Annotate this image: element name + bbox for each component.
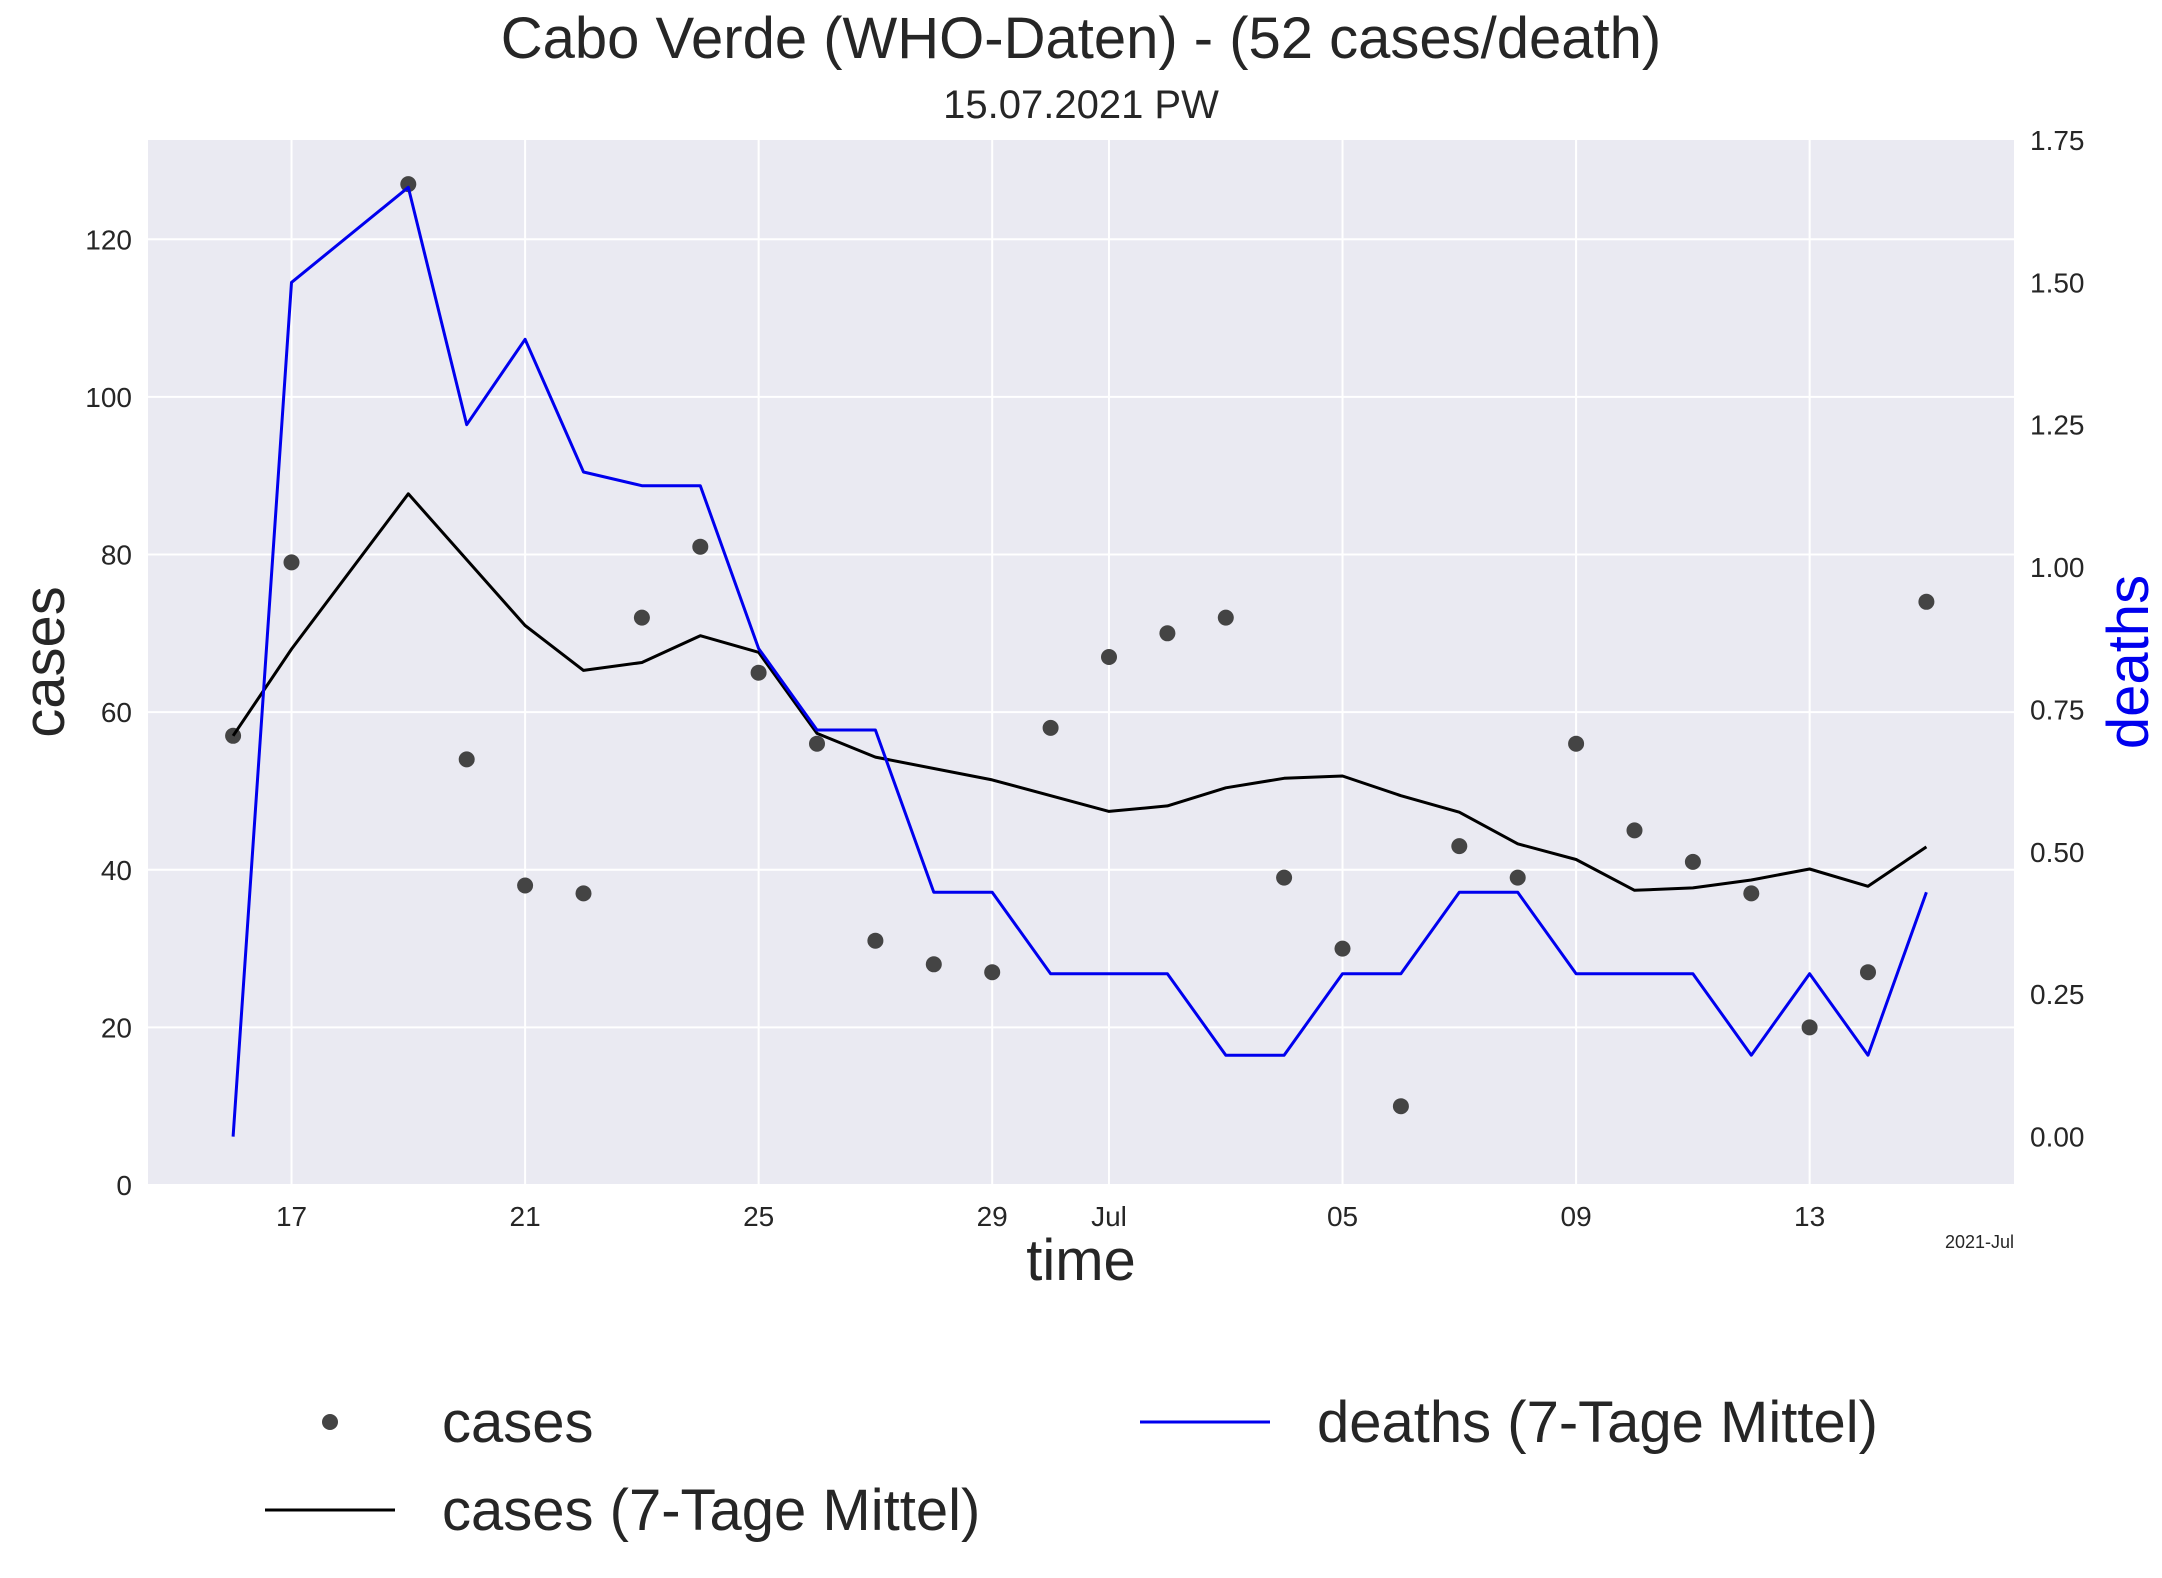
y-axis-label: cases xyxy=(12,586,77,738)
y2-tick-label: 0.00 xyxy=(2030,1122,2085,1153)
x-tick-label: 25 xyxy=(743,1201,774,1232)
grid-lines xyxy=(148,140,2014,1186)
y-tick-label: 80 xyxy=(101,540,132,571)
cases-point xyxy=(984,964,1001,981)
y-tick-label: 120 xyxy=(85,224,132,255)
y2-tick-label: 0.25 xyxy=(2030,979,2085,1010)
y2-tick-label: 1.75 xyxy=(2030,125,2085,156)
legend: cases cases (7-Tage Mittel) deaths (7-Ta… xyxy=(265,1390,1878,1543)
x-tick-labels: 17 21 25 29 Jul 05 09 13 xyxy=(276,1201,1825,1232)
x-tick-label: 05 xyxy=(1327,1201,1358,1232)
x-tick-label: 17 xyxy=(276,1201,307,1232)
cases-point xyxy=(925,956,942,973)
y2-tick-label: 0.50 xyxy=(2030,837,2085,868)
cases-average-line xyxy=(231,492,1928,892)
cases-point xyxy=(809,735,825,752)
y-tick-labels: 0 20 40 60 80 100 120 xyxy=(85,224,132,1201)
legend-marker-cases xyxy=(322,1414,338,1430)
y-tick-label: 0 xyxy=(116,1170,132,1201)
cases-point xyxy=(283,554,300,571)
cases-point xyxy=(1568,735,1585,752)
cases-point xyxy=(1392,1098,1409,1115)
cases-point xyxy=(1860,964,1876,981)
cases-point xyxy=(1801,1019,1818,1036)
cases-point xyxy=(1451,838,1468,855)
x-tick-label: 29 xyxy=(977,1201,1008,1232)
chart-subtitle: 15.07.2021 PW xyxy=(943,83,1219,127)
series-layer xyxy=(225,176,1935,1137)
cases-point xyxy=(1626,822,1643,839)
chart-title: Cabo Verde (WHO-Daten) - (52 cases/death… xyxy=(501,6,1661,71)
cases-point xyxy=(1276,869,1293,886)
x-axis-label: time xyxy=(1026,1228,1136,1293)
cases-point xyxy=(458,751,475,768)
y-tick-label: 40 xyxy=(101,855,132,886)
x-tick-label: 13 xyxy=(1794,1201,1825,1232)
y-tick-label: 20 xyxy=(101,1012,132,1043)
y2-tick-label: 1.25 xyxy=(2030,410,2085,441)
cases-point xyxy=(633,609,650,626)
y2-tick-labels: 0.00 0.25 0.50 0.75 1.00 1.25 1.50 1.75 xyxy=(2030,125,2085,1153)
y2-axis-label: deaths xyxy=(2096,575,2161,749)
x-corner-label: 2021-Jul xyxy=(1945,1232,2014,1252)
legend-label-deaths-avg: deaths (7-Tage Mittel) xyxy=(1317,1390,1878,1455)
x-tick-label: 09 xyxy=(1561,1201,1592,1232)
cases-point xyxy=(1743,885,1760,902)
y2-tick-label: 0.75 xyxy=(2030,694,2085,725)
cases-point xyxy=(1159,625,1176,642)
cases-point xyxy=(867,932,884,949)
legend-label-cases: cases xyxy=(442,1390,594,1455)
cases-point xyxy=(1042,719,1059,736)
cases-point xyxy=(1684,853,1701,870)
cases-point xyxy=(692,538,709,555)
cases-point xyxy=(1334,940,1351,957)
cases-point xyxy=(517,877,534,894)
y2-tick-label: 1.00 xyxy=(2030,552,2085,583)
legend-label-cases-avg: cases (7-Tage Mittel) xyxy=(442,1478,980,1543)
cases-point xyxy=(1509,869,1526,886)
cases-point xyxy=(1217,609,1234,626)
y-tick-label: 60 xyxy=(101,697,132,728)
x-tick-label: Jul xyxy=(1091,1201,1127,1232)
y2-tick-label: 1.50 xyxy=(2030,267,2085,298)
cases-point xyxy=(1101,649,1117,665)
cases-point xyxy=(1918,593,1935,610)
cases-point xyxy=(575,885,592,902)
cases-point xyxy=(750,664,767,681)
cases-point xyxy=(400,176,417,193)
x-tick-label: 21 xyxy=(510,1201,541,1232)
plot-area xyxy=(148,140,2014,1185)
deaths-average-line xyxy=(231,185,1928,1137)
y-tick-label: 100 xyxy=(85,382,132,413)
